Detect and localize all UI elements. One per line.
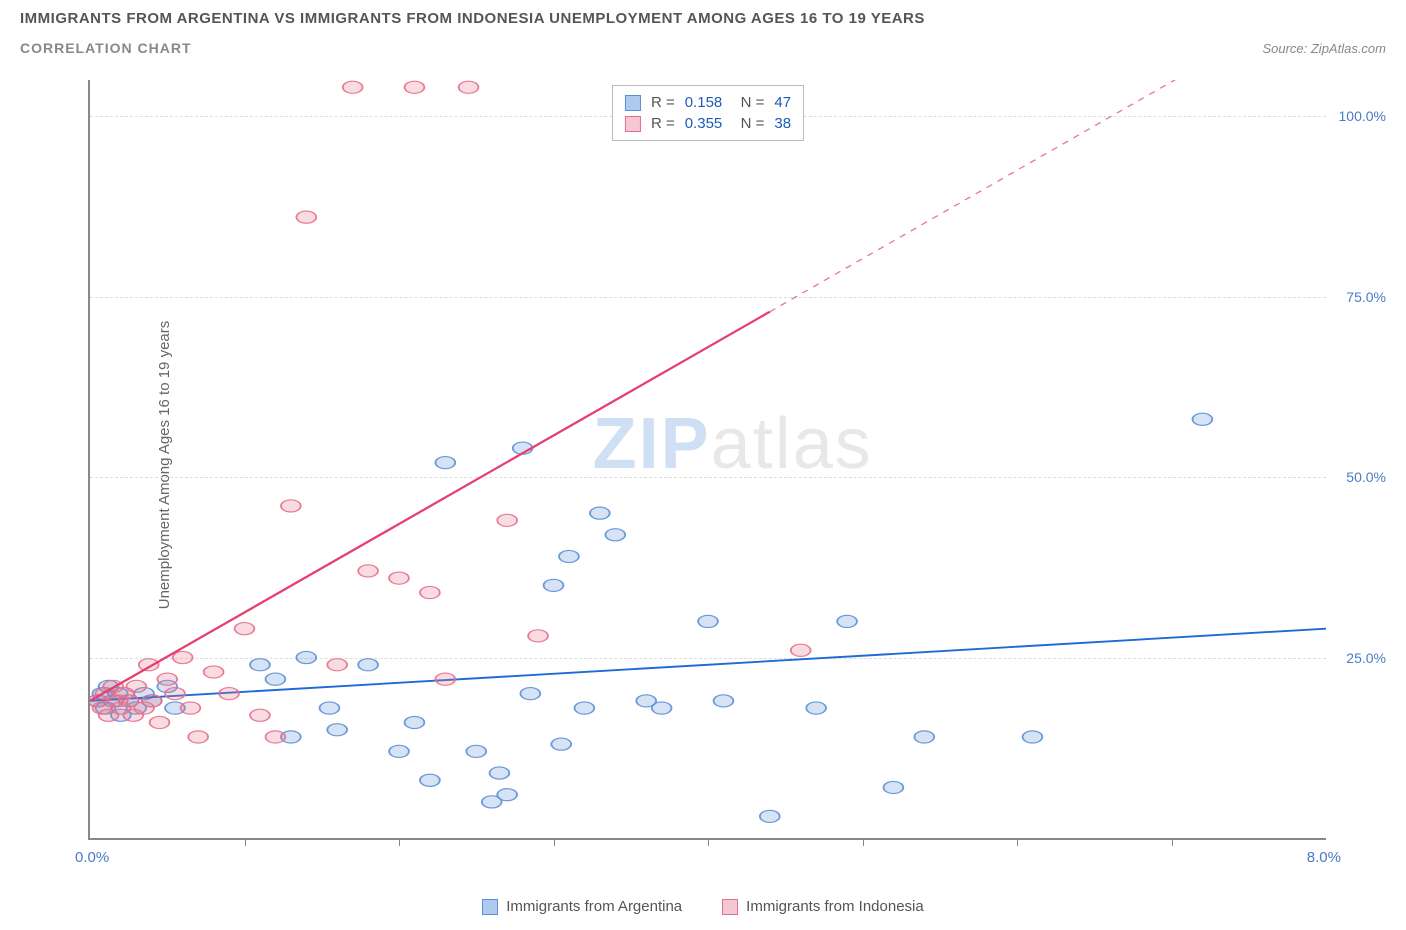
data-point [358, 565, 378, 577]
chart-title: IMMIGRANTS FROM ARGENTINA VS IMMIGRANTS … [20, 10, 1386, 27]
stats-n-label: N = [732, 115, 764, 132]
data-point [528, 630, 548, 642]
legend-label: Immigrants from Argentina [506, 898, 682, 915]
data-point [497, 514, 517, 526]
data-point [497, 789, 517, 801]
data-point [343, 81, 363, 93]
stats-r-label: R = [651, 94, 675, 111]
chart-area: ZIPatlas R =0.158 N =47R =0.355 N =38 0.… [60, 75, 1326, 870]
x-tick [708, 838, 709, 846]
scatter-plot-svg [90, 80, 1326, 838]
trend-line-extrapolated [770, 80, 1326, 312]
stats-n-label: N = [732, 94, 764, 111]
data-point [791, 644, 811, 656]
x-axis-max-label: 8.0% [1307, 849, 1341, 866]
x-tick [1172, 838, 1173, 846]
y-tick-label: 75.0% [1346, 289, 1386, 305]
legend-item: Immigrants from Indonesia [722, 898, 924, 915]
data-point [181, 702, 201, 714]
legend-item: Immigrants from Argentina [482, 898, 682, 915]
data-point [389, 745, 409, 757]
trend-line [90, 629, 1326, 701]
data-point [544, 579, 564, 591]
stats-swatch [625, 116, 641, 132]
data-point [459, 81, 479, 93]
data-point [281, 500, 301, 512]
data-point [760, 810, 780, 822]
stats-swatch [625, 95, 641, 111]
legend-swatch [722, 899, 738, 915]
data-point [698, 615, 718, 627]
data-point [266, 673, 286, 685]
stats-n-value: 47 [774, 94, 791, 111]
y-tick-label: 50.0% [1346, 469, 1386, 485]
stats-row: R = 0.158 N = 47 [625, 92, 791, 113]
data-point [296, 211, 316, 223]
data-point [150, 716, 170, 728]
data-point [559, 550, 579, 562]
data-point [884, 781, 904, 793]
legend-label: Immigrants from Indonesia [746, 898, 924, 915]
data-point [327, 659, 347, 671]
legend-swatch [482, 899, 498, 915]
data-point [142, 695, 162, 707]
data-point [188, 731, 208, 743]
data-point [405, 716, 425, 728]
data-point [358, 659, 378, 671]
source-attribution: Source: ZipAtlas.com [1262, 41, 1386, 56]
data-point [605, 529, 625, 541]
data-point [389, 572, 409, 584]
data-point [219, 688, 239, 700]
data-point [235, 623, 255, 635]
y-tick-label: 25.0% [1346, 650, 1386, 666]
data-point [420, 774, 440, 786]
data-point [327, 724, 347, 736]
data-point [1023, 731, 1043, 743]
data-point [435, 673, 455, 685]
data-point [466, 745, 486, 757]
trend-line [90, 312, 770, 701]
data-point [914, 731, 934, 743]
data-point [1193, 413, 1213, 425]
x-tick [245, 838, 246, 846]
data-point [435, 457, 455, 469]
data-point [250, 659, 270, 671]
data-point [320, 702, 340, 714]
data-point [204, 666, 224, 678]
data-point [266, 731, 286, 743]
data-point [590, 507, 610, 519]
data-point [520, 688, 540, 700]
data-point [490, 767, 510, 779]
stats-n-value: 38 [774, 115, 791, 132]
data-point [806, 702, 826, 714]
data-point [837, 615, 857, 627]
stats-legend-box: R = 0.158 N = 47 R = 0.355 N = 38 [612, 85, 804, 141]
y-tick-label: 100.0% [1339, 108, 1386, 124]
data-point [173, 651, 193, 663]
x-tick [1017, 838, 1018, 846]
x-axis-min-label: 0.0% [75, 849, 109, 866]
data-point [126, 680, 146, 692]
x-tick [863, 838, 864, 846]
x-tick [399, 838, 400, 846]
stats-row: R = 0.355 N = 38 [625, 113, 791, 134]
data-point [652, 702, 672, 714]
x-tick [554, 838, 555, 846]
data-point [714, 695, 734, 707]
data-point [165, 688, 185, 700]
bottom-legend: Immigrants from Argentina Immigrants from… [0, 898, 1406, 915]
stats-r-value: 0.355 [685, 115, 723, 132]
data-point [250, 709, 270, 721]
stats-r-value: 0.158 [685, 94, 723, 111]
data-point [157, 673, 177, 685]
data-point [405, 81, 425, 93]
data-point [420, 586, 440, 598]
data-point [139, 659, 159, 671]
data-point [551, 738, 571, 750]
plot-region: ZIPatlas R =0.158 N =47R =0.355 N =38 0.… [88, 80, 1326, 840]
data-point [296, 651, 316, 663]
stats-r-label: R = [651, 115, 675, 132]
data-point [575, 702, 595, 714]
chart-subtitle: CORRELATION CHART [20, 40, 192, 56]
